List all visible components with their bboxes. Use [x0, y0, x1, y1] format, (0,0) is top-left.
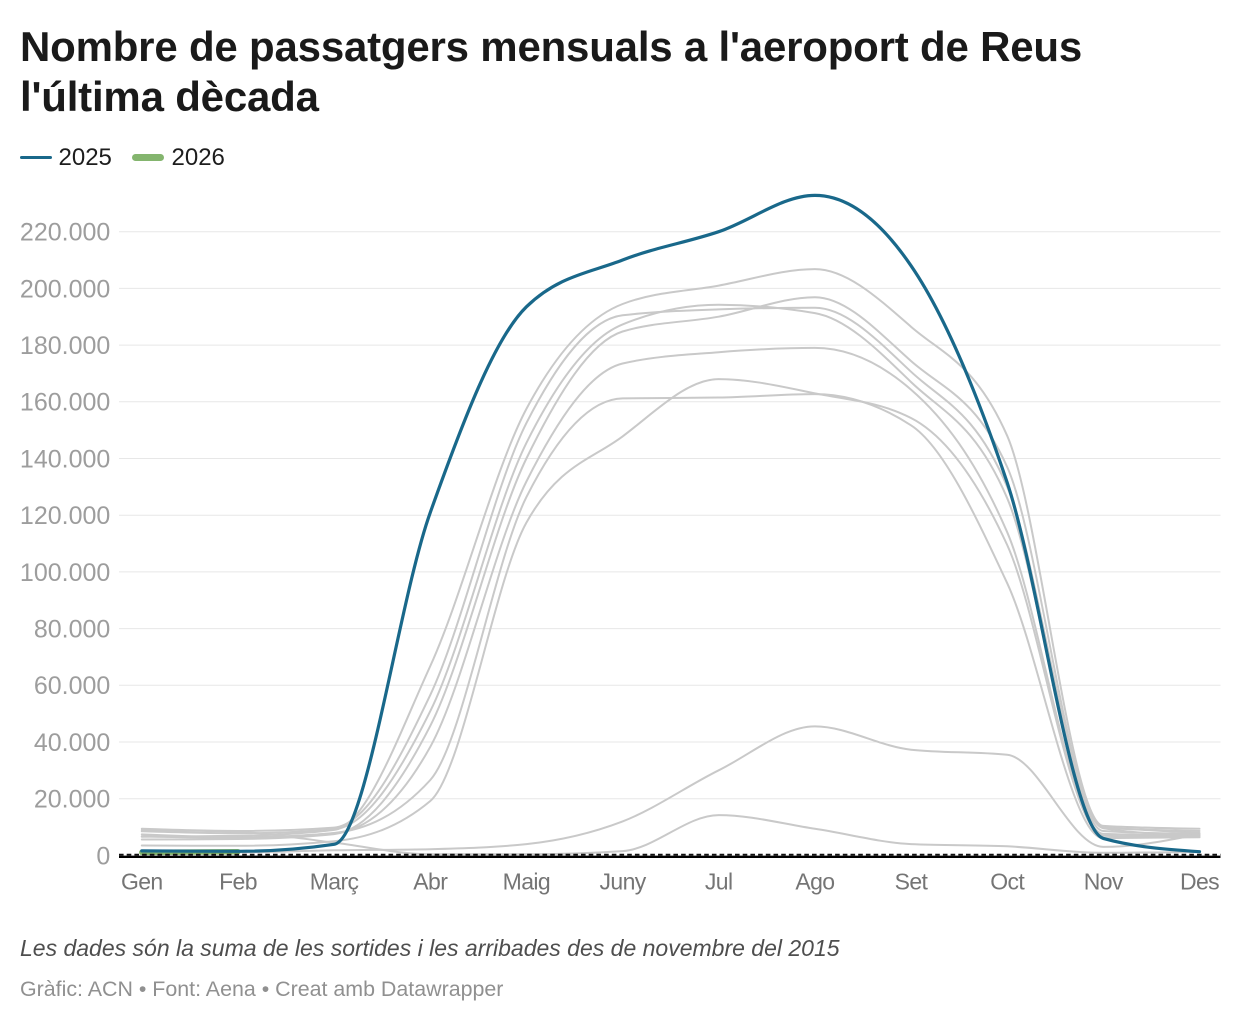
- svg-text:Nov: Nov: [1084, 869, 1124, 895]
- svg-text:Des: Des: [1180, 869, 1219, 895]
- svg-text:Jul: Jul: [705, 869, 733, 895]
- svg-text:180.000: 180.000: [20, 332, 110, 360]
- svg-text:200.000: 200.000: [20, 275, 110, 303]
- svg-text:Juny: Juny: [600, 869, 647, 895]
- svg-text:160.000: 160.000: [20, 389, 110, 417]
- svg-text:Març: Març: [310, 869, 359, 895]
- svg-text:Maig: Maig: [503, 869, 550, 895]
- svg-text:80.000: 80.000: [34, 616, 110, 644]
- svg-text:0: 0: [96, 842, 110, 870]
- svg-text:Set: Set: [895, 869, 929, 895]
- svg-text:220.000: 220.000: [20, 219, 110, 247]
- svg-text:Ago: Ago: [795, 869, 834, 895]
- svg-text:120.000: 120.000: [20, 502, 110, 530]
- svg-text:60.000: 60.000: [34, 672, 110, 700]
- svg-text:20.000: 20.000: [34, 786, 110, 814]
- svg-text:40.000: 40.000: [34, 729, 110, 757]
- svg-text:Gen: Gen: [121, 869, 163, 895]
- svg-text:Oct: Oct: [990, 869, 1025, 895]
- svg-text:140.000: 140.000: [20, 445, 110, 473]
- svg-text:100.000: 100.000: [20, 559, 110, 587]
- svg-text:Feb: Feb: [219, 869, 257, 895]
- svg-text:Abr: Abr: [413, 869, 448, 895]
